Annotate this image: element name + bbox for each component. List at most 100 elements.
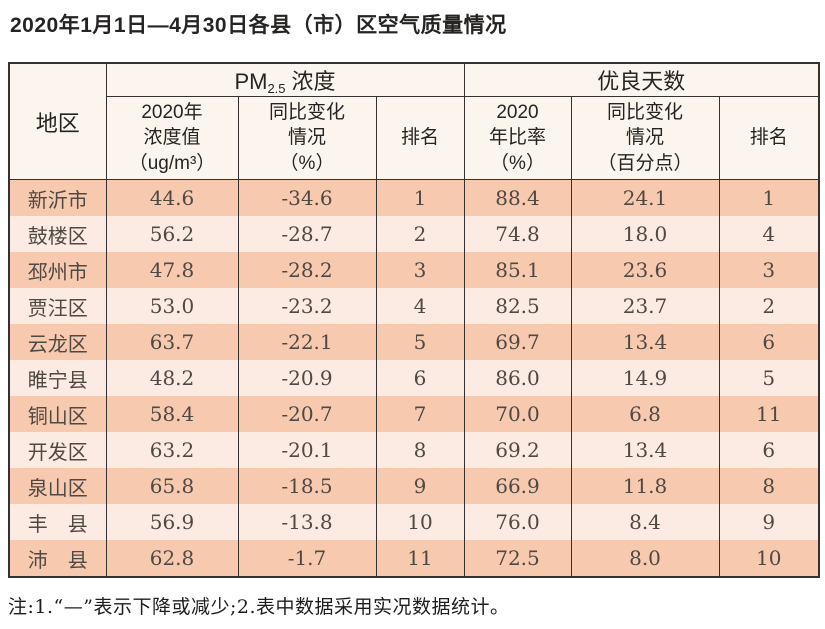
table-body: 新沂市 44.6 -34.6 1 88.4 24.1 1 鼓楼区 56.2 -28.7 2 74.8 1… bbox=[8, 179, 820, 577]
cell-region: 泉山区 bbox=[8, 468, 107, 504]
air-quality-table: 地区 PM2.5 浓度 优良天数 2020年 浓度值 （ug/m³） 同比变化 情… bbox=[8, 62, 821, 578]
cell-days-rank: 11 bbox=[718, 396, 820, 432]
cell-days-change: 6.8 bbox=[570, 396, 720, 432]
cell-pm25-value: 56.2 bbox=[105, 216, 239, 252]
cell-pm25-change: -20.7 bbox=[237, 396, 377, 432]
cell-days-change: 8.0 bbox=[570, 540, 720, 577]
table-row: 云龙区 63.7 -22.1 5 69.7 13.4 6 bbox=[8, 324, 820, 360]
cell-days-change: 11.8 bbox=[570, 468, 720, 504]
cell-pm25-rank: 5 bbox=[375, 324, 465, 360]
cell-pm25-change: -18.5 bbox=[237, 468, 377, 504]
cell-region: 开发区 bbox=[8, 432, 107, 468]
cell-days-ratio: 69.2 bbox=[463, 432, 572, 468]
cell-pm25-change: -20.9 bbox=[237, 360, 377, 396]
cell-pm25-value: 48.2 bbox=[105, 360, 239, 396]
header-days-change: 同比变化 情况 （百分点） bbox=[570, 96, 720, 180]
cell-pm25-change: -28.2 bbox=[237, 252, 377, 288]
cell-days-rank: 6 bbox=[718, 324, 820, 360]
header-region: 地区 bbox=[8, 62, 107, 180]
cell-region: 贾汪区 bbox=[8, 288, 107, 324]
cell-days-ratio: 70.0 bbox=[463, 396, 572, 432]
header-good-days-group: 优良天数 bbox=[463, 62, 820, 97]
cell-region: 铜山区 bbox=[8, 396, 107, 432]
cell-days-change: 8.4 bbox=[570, 504, 720, 540]
cell-days-rank: 5 bbox=[718, 360, 820, 396]
cell-region: 云龙区 bbox=[8, 324, 107, 360]
cell-pm25-rank: 6 bbox=[375, 360, 465, 396]
table-row: 贾汪区 53.0 -23.2 4 82.5 23.7 2 bbox=[8, 288, 820, 324]
cell-pm25-value: 58.4 bbox=[105, 396, 239, 432]
header-days-rank: 排名 bbox=[718, 96, 820, 180]
table-header: 地区 PM2.5 浓度 优良天数 2020年 浓度值 （ug/m³） 同比变化 情… bbox=[8, 62, 820, 180]
cell-pm25-change: -20.1 bbox=[237, 432, 377, 468]
cell-days-rank: 6 bbox=[718, 432, 820, 468]
cell-pm25-change: -34.6 bbox=[237, 179, 377, 216]
cell-pm25-value: 65.8 bbox=[105, 468, 239, 504]
cell-pm25-change: -13.8 bbox=[237, 504, 377, 540]
table-row: 新沂市 44.6 -34.6 1 88.4 24.1 1 bbox=[8, 179, 820, 216]
header-pm25-value: 2020年 浓度值 （ug/m³） bbox=[105, 96, 239, 180]
cell-region: 新沂市 bbox=[8, 179, 107, 216]
cell-pm25-value: 53.0 bbox=[105, 288, 239, 324]
cell-days-change: 13.4 bbox=[570, 324, 720, 360]
pm25-subscript: 2.5 bbox=[267, 81, 286, 96]
cell-pm25-value: 56.9 bbox=[105, 504, 239, 540]
cell-region: 邳州市 bbox=[8, 252, 107, 288]
cell-days-ratio: 72.5 bbox=[463, 540, 572, 577]
table-row: 泉山区 65.8 -18.5 9 66.9 11.8 8 bbox=[8, 468, 820, 504]
page-title: 2020年1月1日—4月30日各县（市）区空气质量情况 bbox=[10, 14, 507, 37]
cell-pm25-value: 44.6 bbox=[105, 179, 239, 216]
pm25-label: PM2.5 浓度 bbox=[234, 69, 336, 96]
cell-days-change: 18.0 bbox=[570, 216, 720, 252]
cell-pm25-value: 63.7 bbox=[105, 324, 239, 360]
cell-pm25-value: 63.2 bbox=[105, 432, 239, 468]
cell-days-rank: 4 bbox=[718, 216, 820, 252]
footnote: 注:1.“—”表示下降或减少;2.表中数据采用实况数据统计。 bbox=[8, 596, 510, 618]
cell-pm25-rank: 3 bbox=[375, 252, 465, 288]
cell-days-ratio: 82.5 bbox=[463, 288, 572, 324]
cell-days-ratio: 74.8 bbox=[463, 216, 572, 252]
header-pm25-group: PM2.5 浓度 bbox=[105, 62, 465, 97]
cell-pm25-rank: 8 bbox=[375, 432, 465, 468]
table-row: 鼓楼区 56.2 -28.7 2 74.8 18.0 4 bbox=[8, 216, 820, 252]
cell-days-ratio: 76.0 bbox=[463, 504, 572, 540]
cell-days-change: 23.6 bbox=[570, 252, 720, 288]
cell-pm25-rank: 10 bbox=[375, 504, 465, 540]
table-row: 开发区 63.2 -20.1 8 69.2 13.4 6 bbox=[8, 432, 820, 468]
header-pm25-change: 同比变化 情况 （%） bbox=[237, 96, 377, 180]
cell-pm25-change: -22.1 bbox=[237, 324, 377, 360]
cell-days-ratio: 86.0 bbox=[463, 360, 572, 396]
cell-days-ratio: 85.1 bbox=[463, 252, 572, 288]
cell-pm25-change: -1.7 bbox=[237, 540, 377, 577]
cell-pm25-rank: 11 bbox=[375, 540, 465, 577]
cell-region: 沛 县 bbox=[8, 540, 107, 577]
table-row: 邳州市 47.8 -28.2 3 85.1 23.6 3 bbox=[8, 252, 820, 288]
cell-days-ratio: 88.4 bbox=[463, 179, 572, 216]
header-days-ratio: 2020 年比率 （%） bbox=[463, 96, 572, 180]
cell-pm25-rank: 1 bbox=[375, 179, 465, 216]
table-row: 沛 县 62.8 -1.7 11 72.5 8.0 10 bbox=[8, 540, 820, 577]
cell-pm25-value: 47.8 bbox=[105, 252, 239, 288]
cell-pm25-value: 62.8 bbox=[105, 540, 239, 577]
cell-region: 睢宁县 bbox=[8, 360, 107, 396]
cell-pm25-rank: 2 bbox=[375, 216, 465, 252]
cell-pm25-rank: 9 bbox=[375, 468, 465, 504]
cell-pm25-rank: 7 bbox=[375, 396, 465, 432]
table-row: 睢宁县 48.2 -20.9 6 86.0 14.9 5 bbox=[8, 360, 820, 396]
cell-days-ratio: 66.9 bbox=[463, 468, 572, 504]
cell-days-rank: 8 bbox=[718, 468, 820, 504]
cell-days-change: 24.1 bbox=[570, 179, 720, 216]
cell-days-change: 23.7 bbox=[570, 288, 720, 324]
header-pm25-rank: 排名 bbox=[375, 96, 465, 180]
cell-days-rank: 3 bbox=[718, 252, 820, 288]
cell-days-rank: 2 bbox=[718, 288, 820, 324]
cell-pm25-change: -28.7 bbox=[237, 216, 377, 252]
cell-days-change: 14.9 bbox=[570, 360, 720, 396]
table-row: 铜山区 58.4 -20.7 7 70.0 6.8 11 bbox=[8, 396, 820, 432]
cell-days-rank: 1 bbox=[718, 179, 820, 216]
cell-days-change: 13.4 bbox=[570, 432, 720, 468]
cell-days-ratio: 69.7 bbox=[463, 324, 572, 360]
cell-days-rank: 9 bbox=[718, 504, 820, 540]
header-sub-row: 2020年 浓度值 （ug/m³） 同比变化 情况 （%） 排名 2020 年比… bbox=[9, 96, 820, 180]
table-row: 丰 县 56.9 -13.8 10 76.0 8.4 9 bbox=[8, 504, 820, 540]
